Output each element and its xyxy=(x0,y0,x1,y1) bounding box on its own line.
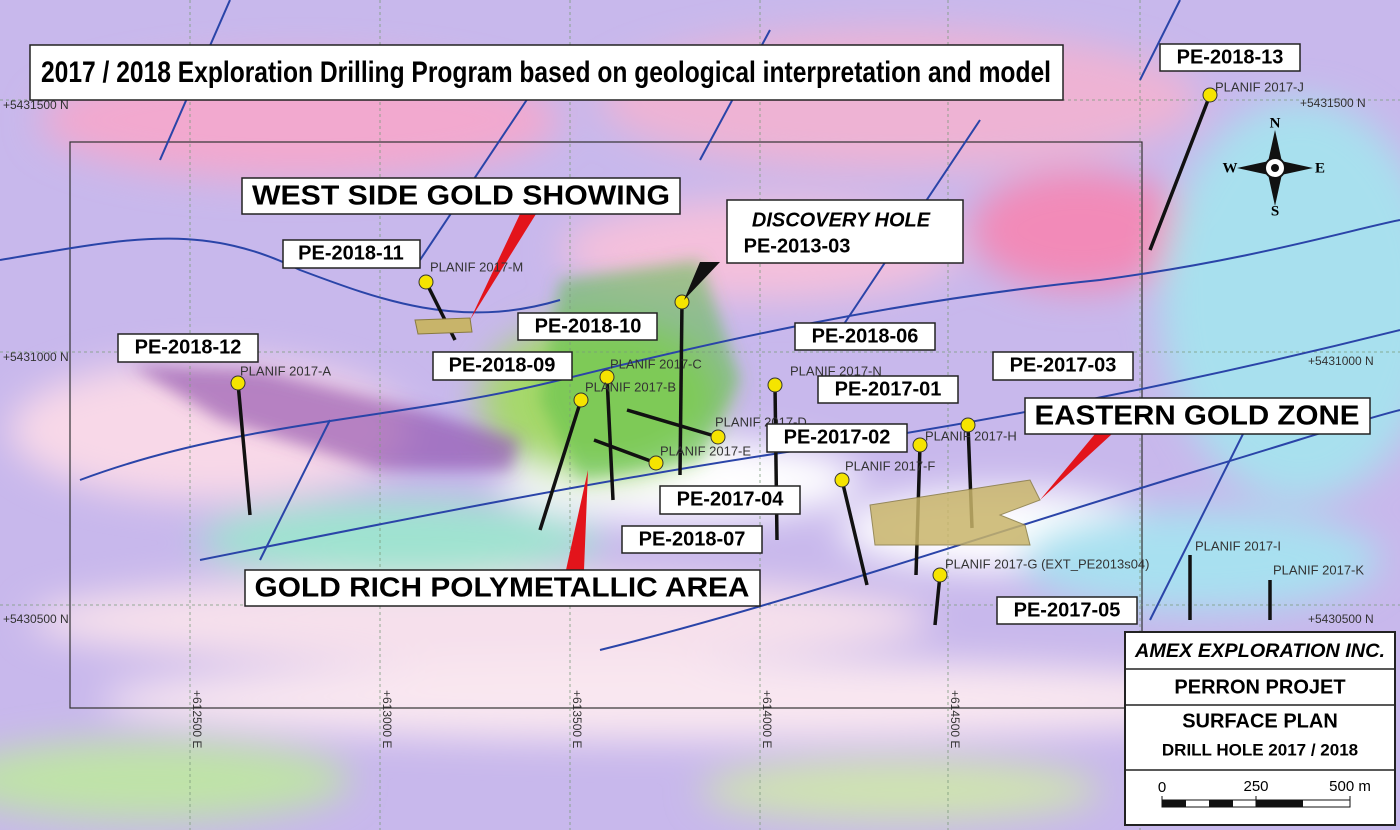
planif-label: PLANIF 2017-M xyxy=(430,259,523,274)
drill-hole-label: PE-2018-06 xyxy=(812,325,919,347)
planif-label: PLANIF 2017-A xyxy=(240,363,331,378)
grid-coordinates: +5431500 N +5431500 N +5431000 N +543100… xyxy=(3,96,1374,748)
drill-hole-label: PE-2018-07 xyxy=(639,528,746,550)
scale-label: 250 xyxy=(1243,778,1268,795)
planif-label: PLANIF 2017-E xyxy=(660,443,751,458)
drill-hole-label: PE-2017-03 xyxy=(1010,354,1117,376)
planif-label: PLANIF 2017-G (EXT_PE2013s04) xyxy=(945,556,1150,571)
project-name: PERRON PROJET xyxy=(1174,676,1345,698)
map-title: 2017 / 2018 Exploration Drilling Program… xyxy=(41,56,1051,89)
easting-label: +613000 E xyxy=(380,690,394,748)
scale-label: 0 xyxy=(1158,779,1166,796)
title-block: AMEX EXPLORATION INC. PERRON PROJET SURF… xyxy=(1124,631,1396,826)
northing-label: +5431500 N xyxy=(1300,96,1366,110)
drill-hole-label: PE-2017-01 xyxy=(835,378,942,400)
zone-label-box xyxy=(244,569,761,607)
northing-label: +5431000 N xyxy=(3,350,69,364)
drill-hole-labels: PE-2018-13 PE-2018-11 PE-2018-12 PE-2018… xyxy=(117,43,1301,625)
zone-label-box xyxy=(1024,397,1371,435)
compass-label: N xyxy=(1270,115,1281,131)
zone-label: EASTERN GOLD ZONE xyxy=(1035,399,1360,430)
easting-label: +614000 E xyxy=(760,690,774,748)
drill-hole-label: PE-2017-04 xyxy=(677,488,785,510)
company-name: AMEX EXPLORATION INC. xyxy=(1134,641,1385,662)
planif-label: PLANIF 2017-K xyxy=(1273,562,1364,577)
planif-label: PLANIF 2017-H xyxy=(925,428,1017,443)
west-showing-shape xyxy=(414,317,473,335)
planif-labels: PLANIF 2017-J PLANIF 2017-M PLANIF 2017-… xyxy=(240,79,1364,577)
zone-label: PE-2013-03 xyxy=(744,235,851,257)
zone-label: WEST SIDE GOLD SHOWING xyxy=(252,179,670,210)
planif-label: PLANIF 2017-B xyxy=(585,379,676,394)
drill-hole-label: PE-2018-11 xyxy=(298,242,404,264)
title-box xyxy=(29,44,1064,101)
callout-pointers xyxy=(470,214,1112,570)
northing-label: +5430500 N xyxy=(1308,612,1374,626)
plan-type: SURFACE PLAN xyxy=(1182,710,1338,732)
planif-label: PLANIF 2017-N xyxy=(790,363,882,378)
northing-label: +5430500 N xyxy=(3,612,69,626)
zone-label-box xyxy=(726,199,964,264)
easting-label: +612500 E xyxy=(190,690,204,748)
drill-hole-label: PE-2018-13 xyxy=(1177,46,1284,68)
compass-label: W xyxy=(1223,160,1238,176)
drill-hole-label: PE-2018-09 xyxy=(449,354,556,376)
compass-label: S xyxy=(1271,203,1279,219)
planif-label: PLANIF 2017-F xyxy=(845,458,935,473)
drill-hole-label: PE-2017-05 xyxy=(1014,599,1121,621)
easting-label: +613500 E xyxy=(570,690,584,748)
zone-label: GOLD RICH POLYMETALLIC AREA xyxy=(255,571,750,602)
zone-label: DISCOVERY HOLE xyxy=(752,209,931,231)
drill-hole-label: PE-2018-10 xyxy=(535,315,642,337)
eastern-zone-shape xyxy=(869,479,1041,546)
scale-bar xyxy=(1161,796,1351,808)
scale-label: 500 m xyxy=(1329,778,1371,795)
drill-hole-label: PE-2017-02 xyxy=(784,426,891,448)
compass-label: E xyxy=(1315,160,1325,176)
zone-label-box xyxy=(241,177,681,215)
plan-subtitle: DRILL HOLE 2017 / 2018 xyxy=(1162,740,1358,759)
northing-label: +5431000 N xyxy=(1308,354,1374,368)
northing-label: +5431500 N xyxy=(3,98,69,112)
drill-hole-label: PE-2018-12 xyxy=(135,336,242,358)
planif-label: PLANIF 2017-I xyxy=(1195,538,1281,553)
easting-label: +614500 E xyxy=(948,690,962,748)
compass: N S W E xyxy=(1223,115,1326,219)
planif-label: PLANIF 2017-C xyxy=(610,356,702,371)
planif-label: PLANIF 2017-J xyxy=(1215,79,1304,94)
